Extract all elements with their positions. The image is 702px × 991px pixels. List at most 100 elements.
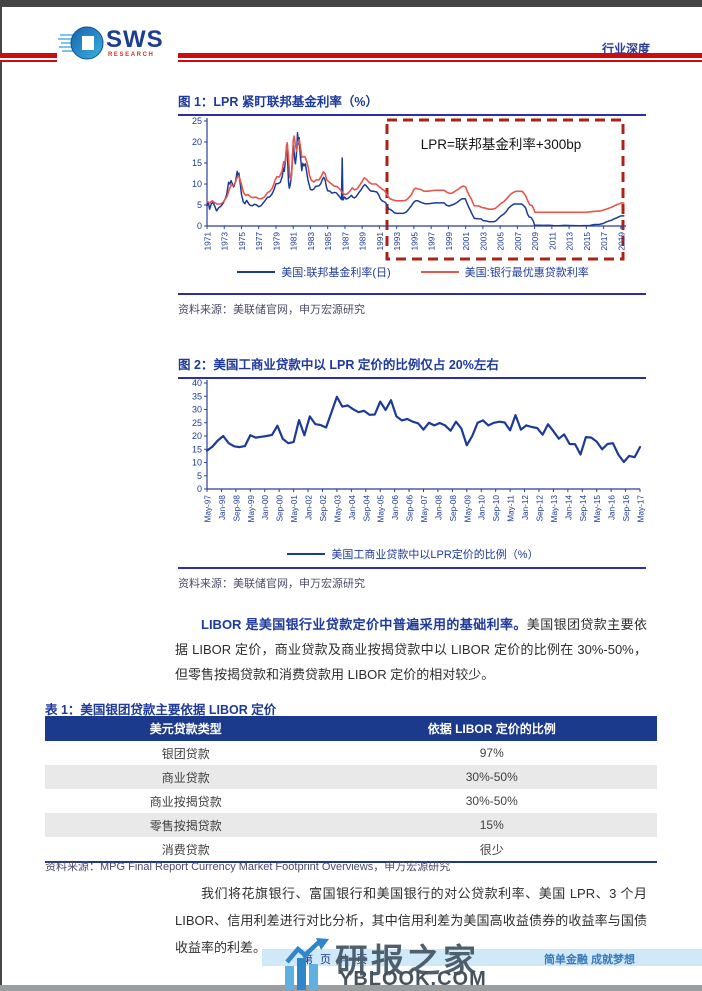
- figure1-title: 图 1：LPR 紧盯联邦基金利率（%）: [178, 91, 646, 116]
- table-header-row: 美元贷款类型 依据 LIBOR 定价的比例: [45, 716, 657, 741]
- cell-loan-type: 商业贷款: [45, 765, 327, 789]
- cell-loan-type: 消费贷款: [161, 842, 210, 857]
- svg-text:Sep-14: Sep-14: [579, 495, 588, 522]
- svg-text:20: 20: [192, 431, 202, 441]
- svg-text:2001: 2001: [461, 232, 471, 251]
- figure1-annotation: LPR=联邦基金利率+300bp: [420, 137, 582, 152]
- libor-pricing-table: 美元贷款类型 依据 LIBOR 定价的比例 银团贷款 97% 商业贷款 30%-…: [45, 716, 657, 863]
- cell-libor-share: 很少: [479, 842, 504, 857]
- lpr-share-line-sample: [287, 552, 326, 556]
- svg-text:Jan-00: Jan-00: [261, 495, 270, 520]
- legend-label: 美国:联邦基金利率(日): [281, 267, 391, 279]
- svg-text:10: 10: [192, 458, 202, 468]
- libor-paragraph: LIBOR 是美国银行业贷款定价中普遍采用的基础利率。美国银团贷款主要依据 LI…: [175, 612, 647, 687]
- table-row: 零售按揭贷款 15%: [45, 813, 657, 837]
- libor-paragraph-lead: LIBOR 是美国银行业贷款定价中普遍采用的基础利率。: [201, 617, 527, 632]
- svg-text:2017: 2017: [599, 232, 609, 251]
- svg-text:Jan-02: Jan-02: [305, 495, 314, 520]
- svg-text:Sep-10: Sep-10: [492, 495, 501, 522]
- figure2-source: 资料来源：美联储官网，申万宏源研究: [178, 578, 365, 590]
- svg-text:1977: 1977: [254, 232, 264, 251]
- svg-text:25: 25: [192, 418, 202, 428]
- svg-text:May-03: May-03: [333, 495, 342, 523]
- svg-text:2011: 2011: [547, 232, 557, 250]
- svg-text:May-17: May-17: [637, 495, 646, 523]
- svg-text:May-07: May-07: [420, 495, 429, 523]
- svg-text:30: 30: [192, 405, 202, 415]
- svg-text:5: 5: [197, 471, 202, 481]
- svg-text:Jan-04: Jan-04: [348, 495, 357, 520]
- figure2-legend: 美国工商业贷款中以LPR定价的比例（%）: [178, 546, 648, 562]
- svg-text:Jan-98: Jan-98: [218, 495, 227, 520]
- svg-text:Jan-16: Jan-16: [608, 495, 617, 520]
- svg-text:May-99: May-99: [247, 495, 256, 523]
- svg-text:1991: 1991: [375, 232, 385, 251]
- cell-libor-share: 97%: [479, 746, 504, 760]
- svg-text:Jan-10: Jan-10: [478, 495, 487, 520]
- svg-text:2015: 2015: [582, 232, 592, 251]
- page-edge-top: [0, 0, 702, 7]
- cell-loan-type: 银团贷款: [161, 746, 210, 761]
- report-category-label: 行业深度: [601, 42, 650, 56]
- svg-text:May-05: May-05: [377, 495, 386, 523]
- svg-text:Sep-00: Sep-00: [276, 495, 285, 522]
- figure2-line-chart: 0 5 10 15 20 25 30 35 40 May-97 Jan-98 Sep-98 May-99…: [192, 378, 646, 523]
- table1-title: 表 1：美国银团贷款主要依据 LIBOR 定价: [45, 703, 277, 717]
- legend-label: 美国:银行最优惠贷款利率: [464, 267, 589, 279]
- watermark-chart-icon: [285, 938, 329, 990]
- svg-text:1993: 1993: [392, 232, 402, 251]
- svg-text:2003: 2003: [478, 232, 488, 251]
- logo-text: SWS: [106, 26, 164, 53]
- svg-text:Sep-16: Sep-16: [622, 495, 631, 522]
- footer-slogan: 简单金融 成就梦想: [543, 954, 635, 966]
- logo-subtext: RESEARCH: [108, 52, 155, 58]
- svg-text:Sep-98: Sep-98: [232, 495, 241, 522]
- svg-text:Jan-06: Jan-06: [391, 495, 400, 520]
- svg-text:Jan-08: Jan-08: [434, 495, 443, 520]
- cell-loan-type: 零售按揭贷款: [45, 813, 327, 837]
- svg-text:2019: 2019: [616, 232, 626, 251]
- svg-text:0: 0: [197, 221, 202, 231]
- figure1-bottom-rule: [178, 293, 646, 295]
- figure2-title: 图 2：美国工商业贷款中以 LPR 定价的比例仅占 20%左右: [178, 354, 646, 379]
- figure2-bottom-rule: [178, 567, 646, 569]
- cell-libor-share: 15%: [326, 813, 657, 837]
- table-row: 消费贷款 很少: [45, 837, 657, 862]
- watermark-title: 研报之家: [335, 942, 479, 979]
- svg-text:5: 5: [197, 200, 202, 210]
- svg-text:Jan-14: Jan-14: [564, 495, 573, 520]
- figure1-line-chart: 0 5 10 15 20 25 1971 1973 1975 1977 1979 1981 1983 19…: [192, 116, 626, 261]
- svg-text:1989: 1989: [358, 232, 368, 251]
- svg-text:May-97: May-97: [204, 495, 213, 523]
- svg-text:1981: 1981: [289, 232, 299, 251]
- svg-text:May-13: May-13: [550, 495, 559, 523]
- cell-libor-share: 30%-50%: [326, 765, 657, 789]
- svg-text:40: 40: [192, 378, 202, 388]
- svg-text:15: 15: [192, 158, 202, 168]
- table1-source: 资料来源：MPG Final Report Currency Market Fo…: [45, 861, 451, 873]
- svg-text:1983: 1983: [306, 232, 316, 251]
- svg-text:1979: 1979: [271, 232, 281, 251]
- svg-text:2007: 2007: [513, 232, 523, 251]
- header-rule-left: [0, 53, 57, 64]
- figure1-source: 资料来源：美联储官网，申万宏源研究: [178, 304, 365, 316]
- svg-text:Sep-08: Sep-08: [449, 495, 458, 522]
- header-rule-right: [178, 53, 702, 64]
- watermark: 研报之家 YBLOOK.COM: [283, 936, 583, 990]
- svg-text:1971: 1971: [203, 232, 213, 251]
- svg-text:35: 35: [192, 391, 202, 401]
- cell-loan-type: 商业按揭贷款: [149, 794, 222, 809]
- figure1-legend: 美国:联邦基金利率(日) 美国:银行最优惠贷款利率: [178, 264, 648, 280]
- comparison-paragraph: 我们将花旗银行、富国银行和美国银行的对公贷款利率、美国 LPR、3 个月 LIB…: [175, 886, 647, 955]
- legend-item-fed-funds: 美国:联邦基金利率(日): [237, 264, 391, 280]
- svg-text:May-11: May-11: [507, 495, 516, 522]
- cell-libor-share: 30%-50%: [465, 794, 518, 808]
- libor-paragraph-body: 美国银团贷款主要依据 LIBOR 定价，商业贷款及商业按揭贷款中以 LIBOR …: [175, 617, 647, 682]
- svg-text:Sep-12: Sep-12: [535, 495, 544, 522]
- svg-text:2009: 2009: [530, 232, 540, 251]
- svg-text:2013: 2013: [565, 232, 575, 251]
- table-row: 银团贷款 97%: [45, 741, 657, 765]
- page-edge-bottom: [0, 985, 702, 991]
- svg-text:May-01: May-01: [290, 495, 299, 523]
